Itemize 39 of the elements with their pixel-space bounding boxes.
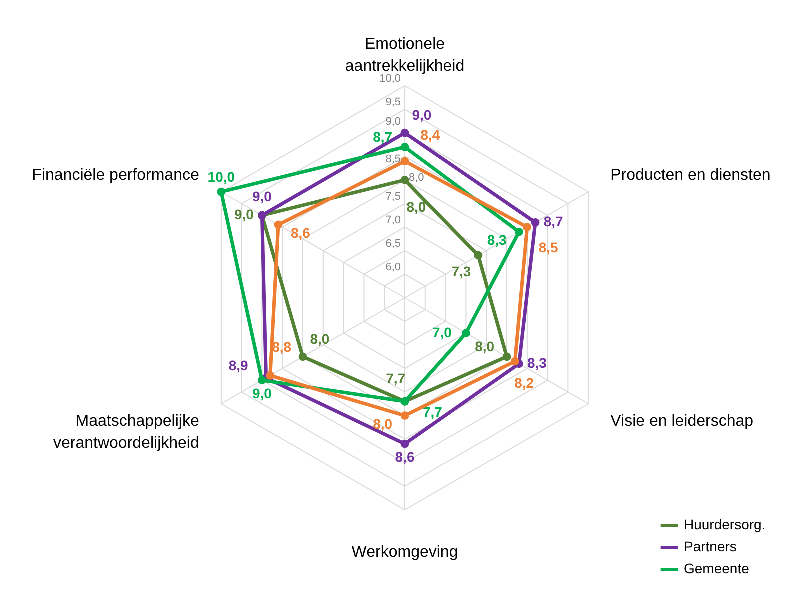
data-label: 8,7	[544, 214, 564, 230]
y-tick-label: 6,5	[386, 238, 401, 250]
data-label: 7,7	[422, 404, 443, 420]
legend-label: Partners	[684, 538, 737, 554]
y-tick-label: 8,5	[386, 154, 401, 166]
y-tick-label: 7,5	[386, 190, 401, 203]
spoke-label: Financiële performance	[32, 167, 200, 184]
spoke-label: Maatschappelijke verantwoordelijkheid	[54, 412, 200, 452]
data-label: 8,7	[373, 129, 393, 146]
data-label: 9,0	[252, 188, 272, 205]
legend-label: Huurdersorg.	[684, 516, 766, 532]
data-label: 8,3	[487, 232, 508, 248]
data-label: 8,9	[228, 358, 249, 374]
data-label: 9,0	[252, 385, 272, 402]
spoke-label: Emotionele aantrekkelijkheid	[345, 36, 465, 76]
data-label: 7,0	[432, 324, 452, 340]
data-label: 8,4	[420, 126, 440, 143]
data-label: 10,0	[208, 169, 236, 185]
data-label: 8,6	[290, 225, 311, 242]
data-label: 8,0	[310, 330, 330, 347]
data-label: 8,5	[538, 240, 559, 256]
data-label: 9,0	[234, 206, 254, 223]
spoke-label: Producten en diensten	[610, 167, 771, 184]
data-label: 9,0	[412, 107, 432, 124]
data-label: 8,2	[514, 374, 534, 391]
y-tick-label: 9,0	[386, 116, 401, 128]
spoke-label: Visie en leiderschap	[610, 412, 754, 430]
data-label: 8,3	[528, 354, 548, 371]
spoke-label: Werkomgeving	[352, 544, 458, 561]
data-label: 7,3	[452, 264, 472, 280]
y-tick-label: 10,0	[380, 73, 401, 85]
y-tick-label: 6,0	[386, 261, 401, 274]
data-label: 8,6	[395, 449, 415, 466]
legend-label: Gemeente	[684, 560, 750, 576]
data-label: 7,7	[386, 370, 406, 386]
data-label: 8,0	[406, 198, 426, 215]
data-label: 8,0	[475, 338, 495, 355]
y-tick-label: 7,0	[386, 214, 401, 226]
y-tick-label: 9,5	[386, 96, 401, 109]
